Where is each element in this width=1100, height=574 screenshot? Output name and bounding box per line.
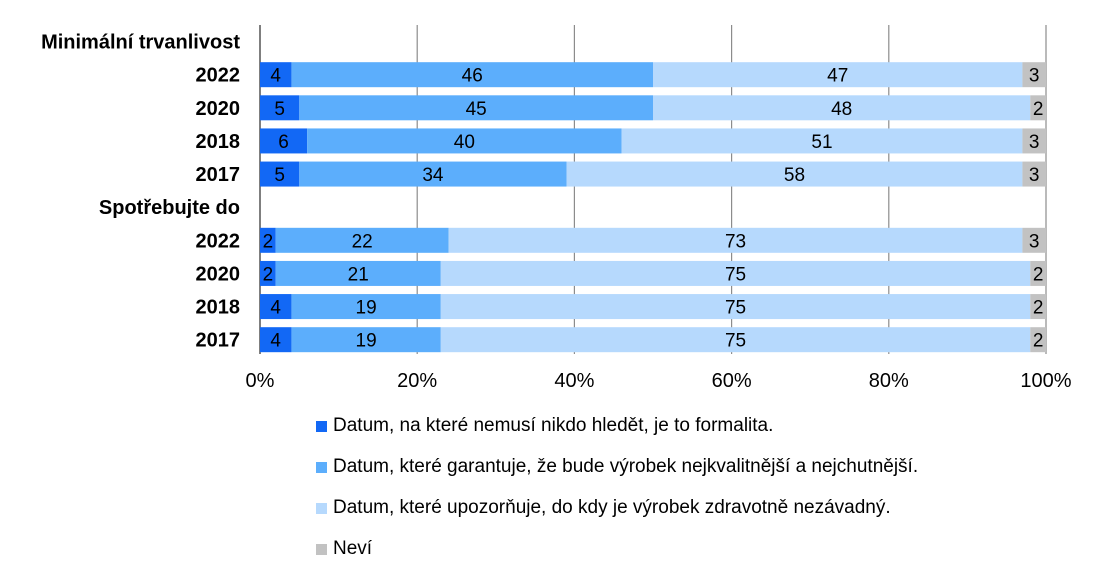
data-label: 4 bbox=[270, 66, 281, 87]
bar-segment bbox=[1022, 161, 1046, 187]
x-tick-label: 60% bbox=[712, 370, 752, 392]
legend-label: Datum, které garantuje, že bude výrobek … bbox=[333, 456, 919, 477]
bar-segment bbox=[299, 161, 567, 187]
data-label: 45 bbox=[466, 99, 487, 120]
x-tick-label: 20% bbox=[397, 370, 437, 392]
bar-segment bbox=[307, 128, 622, 154]
bar-segment bbox=[260, 227, 276, 253]
legend: Datum, na které nemusí nikdo hledět, je … bbox=[316, 410, 918, 574]
bar-segment bbox=[1022, 62, 1046, 88]
data-label: 19 bbox=[356, 298, 377, 319]
group-label: Spotřebujte do bbox=[99, 197, 240, 219]
data-label: 75 bbox=[725, 331, 746, 352]
data-label: 4 bbox=[270, 331, 281, 352]
data-label: 3 bbox=[1029, 231, 1040, 252]
data-label: 3 bbox=[1029, 132, 1040, 153]
stacked-bar-chart: 4 46 47 35 45 48 26 40 51 35 34 58 32 22 73 32 21 75 24 19 7… bbox=[41, 25, 1072, 392]
category-label: 2020 bbox=[196, 263, 241, 285]
category-label: 2017 bbox=[196, 330, 241, 352]
bar-segment bbox=[440, 260, 1031, 286]
data-label: 58 bbox=[784, 165, 805, 186]
legend-item: Datum, které garantuje, že bude výrobek … bbox=[316, 451, 918, 483]
data-label: 48 bbox=[831, 99, 852, 120]
data-label: 5 bbox=[274, 99, 285, 120]
legend-swatch bbox=[316, 461, 327, 473]
data-label: 73 bbox=[725, 231, 746, 252]
category-label: 2017 bbox=[196, 164, 241, 186]
bar-segment bbox=[299, 95, 653, 121]
data-label: 2 bbox=[1033, 298, 1044, 319]
bar-segment bbox=[448, 227, 1023, 253]
bar-segment bbox=[566, 161, 1023, 187]
bar-segment bbox=[275, 260, 441, 286]
bar-segment bbox=[621, 128, 1023, 154]
data-label: 46 bbox=[462, 66, 483, 87]
bar-segment bbox=[1022, 128, 1046, 154]
legend-label: Datum, na které nemusí nikdo hledět, je … bbox=[333, 415, 774, 436]
bar-segment bbox=[1030, 294, 1046, 320]
legend-swatch bbox=[316, 502, 327, 514]
legend-item: Neví bbox=[316, 533, 918, 565]
category-label: 2022 bbox=[196, 230, 241, 252]
data-label: 3 bbox=[1029, 66, 1040, 87]
bar-segment bbox=[260, 62, 292, 88]
data-label: 22 bbox=[352, 231, 373, 252]
x-axis-ticks: 0% 20% 40% 60% 80% 100% bbox=[246, 370, 1072, 392]
data-label: 21 bbox=[348, 264, 369, 285]
data-label: 34 bbox=[422, 165, 444, 186]
bar-segment bbox=[440, 294, 1031, 320]
legend-label: Neví bbox=[333, 538, 373, 559]
bar-segment bbox=[1030, 95, 1046, 121]
bar-segment bbox=[1030, 327, 1046, 353]
bar-segment bbox=[1022, 227, 1046, 253]
bar-segment bbox=[275, 227, 449, 253]
data-label: 2 bbox=[1033, 99, 1044, 120]
data-label: 75 bbox=[725, 264, 746, 285]
bar-segment bbox=[260, 161, 300, 187]
bar-segment bbox=[653, 62, 1023, 88]
bar-segment bbox=[260, 260, 276, 286]
category-label: 2022 bbox=[196, 65, 241, 87]
x-tick-label: 80% bbox=[869, 370, 909, 392]
category-label: 2018 bbox=[196, 131, 241, 153]
legend-item: Datum, na které nemusí nikdo hledět, je … bbox=[316, 410, 918, 442]
category-label: 2020 bbox=[196, 98, 241, 120]
legend-item: Datum, které upozorňuje, do kdy je výrob… bbox=[316, 492, 918, 524]
data-label: 47 bbox=[827, 66, 848, 87]
data-label: 19 bbox=[356, 331, 377, 352]
data-label: 51 bbox=[811, 132, 832, 153]
legend-label: Datum, které upozorňuje, do kdy je výrob… bbox=[333, 497, 891, 518]
bar-segment bbox=[260, 95, 300, 121]
bar-segment bbox=[291, 327, 441, 353]
x-tick-label: 40% bbox=[554, 370, 594, 392]
bar-segment bbox=[440, 327, 1031, 353]
data-label: 40 bbox=[454, 132, 475, 153]
legend-swatch bbox=[316, 420, 327, 432]
bars: 4 46 47 35 45 48 26 40 51 35 34 58 32 22 73 32 21 75 24 19 7… bbox=[260, 62, 1046, 353]
data-label: 2 bbox=[263, 264, 274, 285]
data-label: 3 bbox=[1029, 165, 1040, 186]
group-label: Minimální trvanlivost bbox=[41, 32, 240, 54]
data-label: 2 bbox=[1033, 331, 1044, 352]
data-label: 2 bbox=[1033, 264, 1044, 285]
bar-segment bbox=[653, 95, 1031, 121]
bar-segment bbox=[1030, 260, 1046, 286]
data-label: 6 bbox=[278, 132, 289, 153]
bar-segment bbox=[260, 128, 308, 154]
x-tick-label: 100% bbox=[1020, 370, 1071, 392]
bar-segment bbox=[260, 294, 292, 320]
x-tick-label: 0% bbox=[246, 370, 275, 392]
data-label: 4 bbox=[270, 298, 281, 319]
data-label: 2 bbox=[263, 231, 274, 252]
category-labels: Minimální trvanlivost 2022 2020 2018 2017 Spo… bbox=[41, 32, 240, 352]
legend-swatch bbox=[316, 543, 327, 555]
bar-segment bbox=[291, 62, 653, 88]
data-label: 5 bbox=[274, 165, 285, 186]
bar-segment bbox=[260, 327, 292, 353]
data-label: 75 bbox=[725, 298, 746, 319]
bar-segment bbox=[291, 294, 441, 320]
category-label: 2018 bbox=[196, 297, 241, 319]
